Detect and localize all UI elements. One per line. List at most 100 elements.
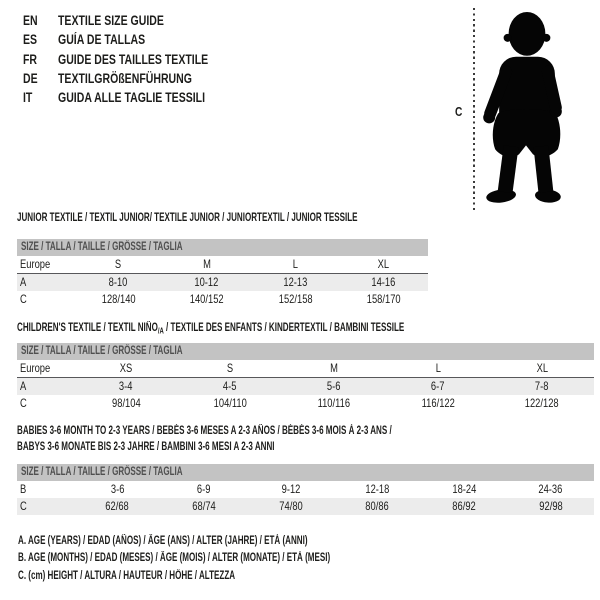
table-cell: 104/110 [213,396,247,410]
table-cell: 8-10 [108,275,128,289]
table-cell: 68/74 [192,499,216,513]
baby-silhouette-icon [483,11,562,203]
table-cell: 152/158 [278,292,313,306]
language-title: GUÍA DE TALLAS [58,32,170,47]
table-title-segment: CHILDREN'S TEXTILE / TEXTIL NIÑO [17,322,158,334]
table-cell: XL [536,361,548,375]
table-row: A 3-4 4-5 5-6 6-7 7-8 [17,377,594,395]
table-title-segment: /A [157,325,164,336]
language-code-text: DE [23,70,38,86]
language-code-text: IT [23,90,33,106]
table-cell: S [115,257,122,271]
table-cell: 62/68 [105,499,130,513]
table-title-line: CHILDREN'S TEXTILE / TEXTIL NIÑO/A / TEX… [17,320,570,339]
language-title: GUIDA ALLE TAGLIE TESSILI [58,90,247,105]
language-row: EN TEXTILE SIZE GUIDE [23,11,251,30]
table-title-line: JUNIOR TEXTILE / TEXTIL JUNIOR/ TEXTILE … [17,210,503,226]
table-row: Europe XS S M L XL [17,360,594,378]
table-title-segment: BABYS 3-6 MONATE BIS 2-3 JAHRE / BAMBINI… [17,441,275,453]
row-label: Europe [20,257,51,271]
table-cell: 128/140 [101,292,136,306]
table-cell: 18-24 [451,482,476,496]
footnote-c: C. (cm) HEIGHT / ALTURA / HAUTEUR / HÖHE… [18,568,464,585]
language-code: DE [23,69,58,88]
babies-size-table: SIZE / TALLA / TAILLE / GRÖSSE / TAGLIA … [17,464,594,515]
table-cell: 7-8 [535,379,549,393]
language-code-text: ES [23,32,38,48]
footnote-a: A. AGE (YEARS) / EDAD (AÑOS) / ÂGE (ANS)… [18,533,464,550]
language-title-text: GUÍA DE TALLAS [58,32,146,48]
table-cell: 6-9 [197,482,211,496]
table-title-line: BABYS 3-6 MONATE BIS 2-3 JAHRE / BAMBINI… [17,439,552,455]
language-code-text: EN [23,13,38,28]
table-cell: 4-5 [223,379,237,393]
size-table: Europe XS S M L XL A 3-4 4-5 5-6 6-7 7-8 C 98/104 104/… [17,360,594,412]
language-title-text: GUIDA ALLE TAGLIE TESSILI [58,90,206,106]
table-cell: 86/92 [452,499,476,513]
size-header-bar: SIZE / TALLA / TAILLE / GRÖSSE / TAGLIA [17,464,594,481]
table-row: C 62/68 68/74 74/80 80/86 86/92 92/98 [17,498,594,515]
table-cell: 110/116 [317,396,351,410]
table-cell: 140/152 [189,292,224,306]
row-label: C [20,396,27,410]
table-cell: XS [119,361,133,375]
table-cell: L [292,257,298,271]
language-row: DE TEXTILGRÖßENFÜHRUNG [23,69,251,88]
table-cell: S [226,361,234,375]
table-title-segment: BABIES 3-6 MONTH TO 2-3 YEARS / BEBÉS 3-… [17,425,392,437]
babies-table-title: BABIES 3-6 MONTH TO 2-3 YEARS / BEBÉS 3-… [17,423,552,455]
table-cell: M [330,361,338,375]
table-title-segment: JUNIOR TEXTILE / TEXTIL JUNIOR/ TEXTILE … [17,212,358,224]
children-size-table: SIZE / TALLA / TAILLE / GRÖSSE / TAGLIA … [17,343,594,412]
table-cell: 74/80 [278,499,303,513]
children-table-title: CHILDREN'S TEXTILE / TEXTIL NIÑO/A / TEX… [17,320,570,339]
footnote-text: B. AGE (MONTHS) / EDAD (MESES) / ÂGE (MO… [18,552,331,565]
language-title-text: TEXTILE SIZE GUIDE [58,13,164,28]
table-cell: L [435,361,441,375]
language-code-text: FR [23,51,38,67]
footnote-b: B. AGE (MONTHS) / EDAD (MESES) / ÂGE (MO… [18,550,464,567]
table-row: Europe S M L XL [17,256,428,274]
size-header-text: SIZE / TALLA / TAILLE / GRÖSSE / TAGLIA [21,241,183,253]
language-row: ES GUÍA DE TALLAS [23,30,251,49]
table-row: A 8-10 10-12 12-13 14-16 [17,273,428,291]
table-cell: 24-36 [538,482,563,496]
language-code: IT [23,88,58,107]
table-cell: 98/104 [111,396,141,410]
language-code: ES [23,30,58,49]
table-cell: 5-6 [327,379,341,393]
table-cell: 158/170 [366,292,401,306]
language-row: IT GUIDA ALLE TAGLIE TESSILI [23,88,251,107]
table-cell: 10-12 [194,275,219,289]
size-header-bar: SIZE / TALLA / TAILLE / GRÖSSE / TAGLIA [17,239,428,256]
size-table: Europe S M L XL A 8-10 10-12 12-13 14-16 C 128/140 1… [17,256,428,308]
table-cell: 12-13 [283,275,308,289]
row-label: A [20,379,27,393]
table-row: C 128/140 140/152 152/158 158/170 [17,291,428,308]
language-list: EN TEXTILE SIZE GUIDE ES GUÍA DE TALLAS FR… [23,11,251,107]
table-cell: 116/122 [421,396,455,410]
language-title-text: GUIDE DES TAILLES TEXTILE [58,51,209,67]
table-title-segment: / TEXTILE DES ENFANTS / KINDERTEXTIL / B… [163,322,405,334]
table-cell: 122/128 [525,396,559,410]
row-label: B [20,482,27,496]
table-cell: 9-12 [281,482,301,496]
language-title-text: TEXTILGRÖßENFÜHRUNG [58,70,192,86]
row-label: Europe [20,361,51,375]
size-table: B 3-6 6-9 9-12 12-18 18-24 24-36 C 62/68 68/74 74/… [17,481,594,515]
row-label: C [20,499,27,513]
footnotes: A. AGE (YEARS) / EDAD (AÑOS) / ÂGE (ANS)… [18,533,464,585]
table-cell: M [202,257,211,271]
size-header-text: SIZE / TALLA / TAILLE / GRÖSSE / TAGLIA [21,466,183,478]
language-row: FR GUIDE DES TAILLES TEXTILE [23,50,251,69]
table-cell: 6-7 [431,379,445,393]
row-label: C [20,292,27,306]
height-dotted-line [473,8,475,211]
table-cell: 3-4 [119,379,133,393]
figure-height-label: C [449,104,471,119]
table-row: B 3-6 6-9 9-12 12-18 18-24 24-36 [17,481,594,498]
junior-size-table: SIZE / TALLA / TAILLE / GRÖSSE / TAGLIA … [17,239,428,308]
table-cell: 14-16 [371,275,396,289]
language-title: TEXTILE SIZE GUIDE [58,13,194,28]
size-header-text: SIZE / TALLA / TAILLE / GRÖSSE / TAGLIA [21,345,183,357]
